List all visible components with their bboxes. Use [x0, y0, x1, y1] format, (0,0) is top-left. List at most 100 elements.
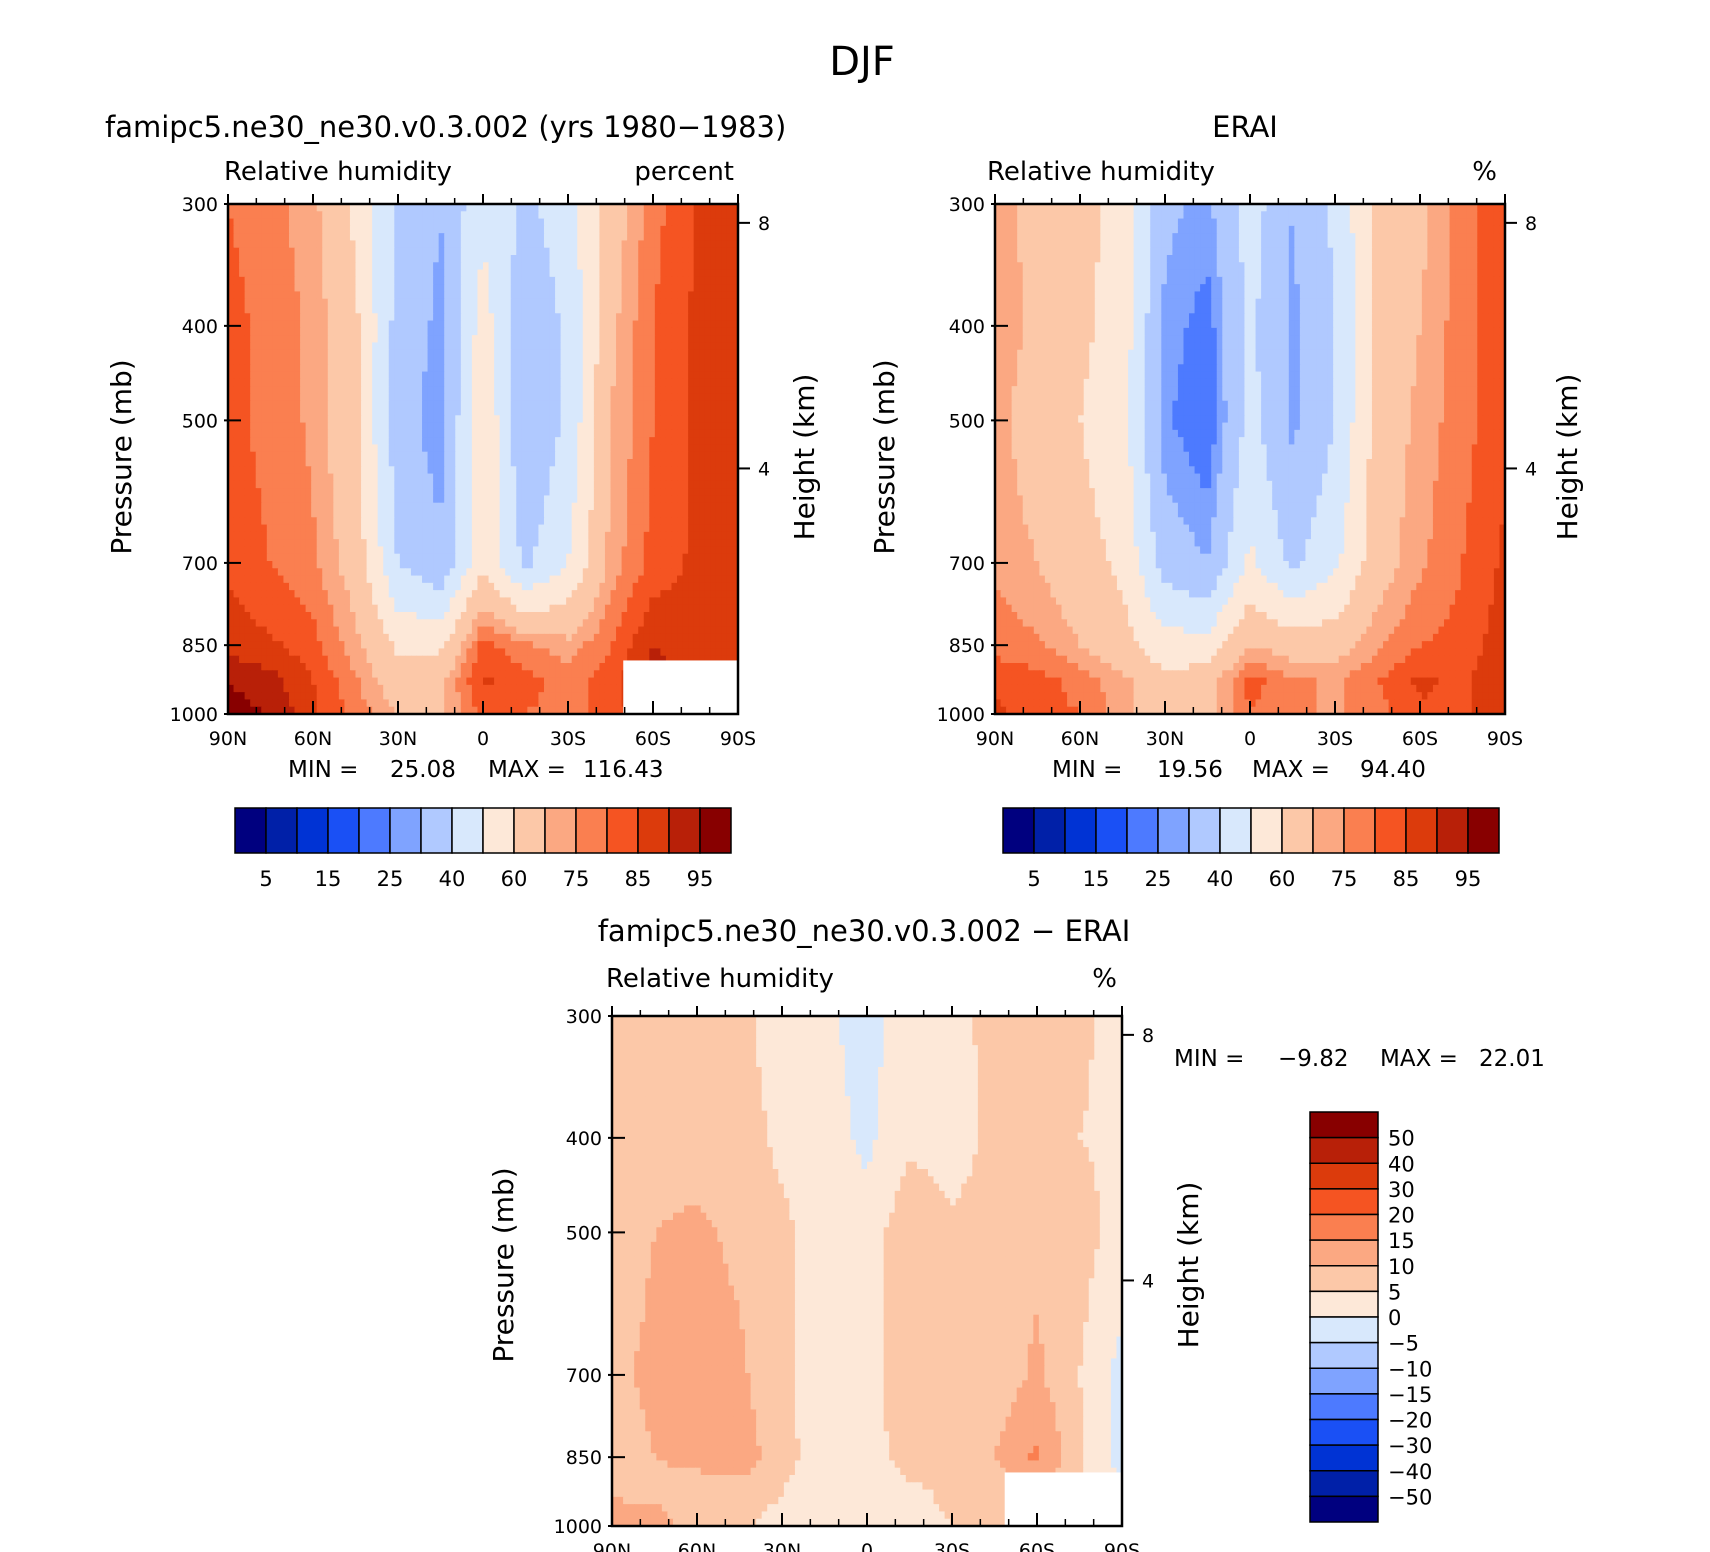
contour-cell: [593, 284, 601, 293]
contour-cell: [510, 415, 517, 424]
contour-cell: [316, 459, 323, 467]
contour-cell: [272, 225, 279, 234]
contour-cell: [638, 262, 645, 271]
contour-cell: [543, 357, 551, 365]
contour-cell: [516, 582, 523, 591]
contour-cell: [543, 349, 551, 358]
contour-cell: [388, 349, 395, 358]
contour-cell: [688, 240, 695, 249]
contour-cell: [560, 466, 567, 475]
contour-cell: [693, 211, 700, 220]
contour-cell: [483, 502, 490, 511]
contour-cell: [355, 306, 362, 314]
contour-cell: [732, 408, 739, 416]
contour-cell: [377, 269, 384, 278]
contour-cell: [621, 306, 628, 314]
contour-cell: [394, 371, 401, 380]
contour-cell: [438, 415, 445, 424]
contour-cell: [499, 400, 506, 409]
contour-cell: [726, 247, 734, 256]
contour-cell: [239, 415, 246, 424]
contour-cell: [543, 539, 551, 548]
contour-cell: [433, 400, 440, 409]
contour-cell: [394, 298, 401, 307]
contour-cell: [627, 459, 634, 467]
contour-cell: [588, 218, 595, 227]
contour-cell: [255, 590, 262, 599]
contour-cell: [266, 546, 273, 555]
contour-cell: [660, 422, 667, 431]
contour-cell: [688, 459, 695, 467]
contour-cell: [527, 451, 534, 460]
contour-cell: [266, 233, 273, 242]
contour-cell: [305, 429, 312, 438]
contour-cell: [471, 568, 479, 577]
contour-cell: [488, 451, 495, 460]
contour-cell: [399, 444, 406, 453]
contour-cell: [394, 400, 401, 409]
contour-cell: [521, 488, 528, 497]
contour-cell: [272, 597, 279, 606]
contour-cell: [228, 444, 235, 453]
contour-cell: [610, 386, 617, 395]
contour-cell: [283, 582, 290, 591]
contour-cell: [577, 378, 584, 387]
contour-cell: [488, 291, 495, 300]
contour-cell: [311, 408, 318, 416]
contour-cell: [372, 400, 379, 409]
contour-cell: [721, 327, 728, 336]
contour-cell: [288, 575, 296, 584]
contour-cell: [261, 546, 268, 555]
contour-cell: [616, 546, 623, 555]
contour-cell: [377, 342, 384, 351]
contour-cell: [577, 415, 584, 424]
contour-cell: [477, 371, 484, 380]
contour-cell: [699, 247, 706, 256]
contour-cell: [327, 408, 334, 416]
contour-cell: [710, 400, 717, 409]
contour-cell: [632, 349, 639, 358]
contour-cell: [277, 284, 285, 293]
contour-cell: [344, 531, 351, 540]
contour-cell: [294, 240, 301, 249]
contour-cell: [588, 444, 595, 453]
contour-cell: [383, 320, 390, 329]
contour-cell: [566, 225, 573, 234]
contour-cell: [261, 284, 268, 293]
contour-cell: [638, 590, 645, 599]
contour-cell: [621, 255, 628, 263]
contour-cell: [643, 371, 650, 380]
contour-cell: [366, 349, 373, 358]
contour-cell: [394, 240, 401, 249]
contour-cell: [699, 531, 706, 540]
contour-cell: [621, 357, 628, 365]
contour-cell: [377, 393, 384, 402]
contour-cell: [638, 276, 645, 285]
contour-cell: [294, 225, 301, 234]
contour-cell: [255, 313, 262, 322]
contour-cell: [610, 327, 617, 336]
contour-cell: [483, 233, 490, 242]
contour-cell: [433, 575, 440, 584]
contour-cell: [394, 364, 401, 373]
contour-cell: [466, 561, 473, 569]
contour-cell: [621, 204, 628, 212]
contour-cell: [344, 378, 351, 387]
contour-cell: [721, 502, 728, 511]
contour-cell: [593, 378, 601, 387]
contour-cell: [477, 531, 484, 540]
contour-cell: [621, 211, 628, 220]
contour-cell: [449, 357, 456, 365]
contour-cell: [660, 378, 667, 387]
contour-cell: [399, 378, 406, 387]
contour-cell: [322, 233, 329, 242]
contour-cell: [471, 386, 479, 395]
contour-cell: [677, 364, 684, 373]
contour-cell: [239, 225, 246, 234]
contour-cell: [532, 444, 540, 453]
contour-cell: [616, 400, 623, 409]
contour-cell: [250, 437, 257, 446]
contour-cell: [483, 269, 490, 278]
contour-cell: [422, 568, 429, 577]
contour-cell: [499, 488, 506, 497]
